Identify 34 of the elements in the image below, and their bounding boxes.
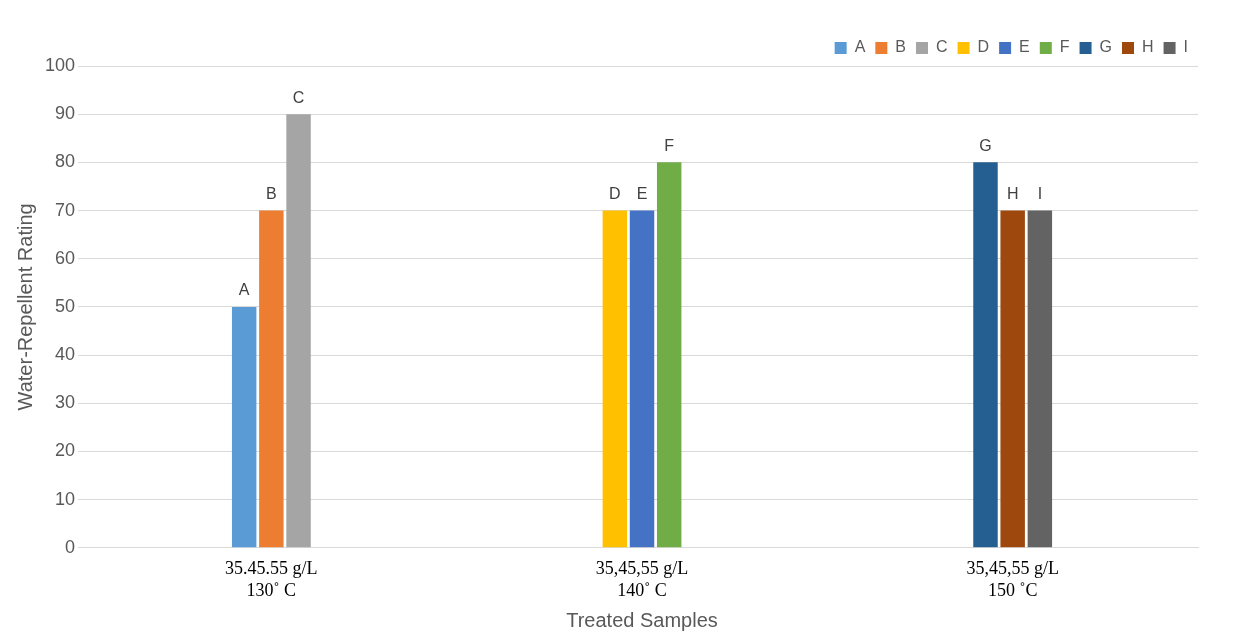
text: F <box>664 136 675 154</box>
y-tick-label: 70 <box>55 199 76 220</box>
legend-label: D <box>977 38 990 56</box>
text: H <box>1006 184 1019 202</box>
y-tick-label: 40 <box>55 344 76 365</box>
x-tick-label: 35,45,55 g/L 140˚ C <box>595 558 689 600</box>
legend-label: B <box>895 38 906 56</box>
text: G <box>979 136 992 154</box>
y-tick-label: 50 <box>55 295 76 316</box>
text: C <box>292 88 305 106</box>
legend-label: A <box>854 38 866 56</box>
legend-label: H <box>1142 38 1154 56</box>
y-tick-label: 80 <box>55 151 76 172</box>
y-tick-label: 100 <box>44 54 76 75</box>
legend-label: E <box>1019 38 1030 56</box>
legend-label: C <box>936 38 948 56</box>
y-tick-label: 20 <box>55 440 76 461</box>
text: D <box>609 184 621 202</box>
y-tick-label: 0 <box>65 536 76 557</box>
text: B <box>266 184 277 202</box>
y-axis-title: Water-Repellent Rating <box>13 203 36 411</box>
text: E <box>636 184 648 202</box>
y-tick-label: 30 <box>55 392 76 413</box>
y-tick-label: 60 <box>55 247 76 268</box>
legend-label: I <box>1183 38 1189 56</box>
x-tick-label: 35,45,55 g/L 150 ˚C <box>966 558 1059 600</box>
x-tick-label: 35.45.55 g/L 130˚ C <box>225 558 318 600</box>
text: I <box>1037 184 1043 202</box>
legend-label: G <box>1099 38 1113 56</box>
x-axis-title: Treated Samples <box>566 608 718 631</box>
legend-label: F <box>1059 38 1070 56</box>
y-tick-label: 10 <box>55 488 76 509</box>
y-tick-label: 90 <box>55 103 76 124</box>
text: A <box>238 281 250 299</box>
